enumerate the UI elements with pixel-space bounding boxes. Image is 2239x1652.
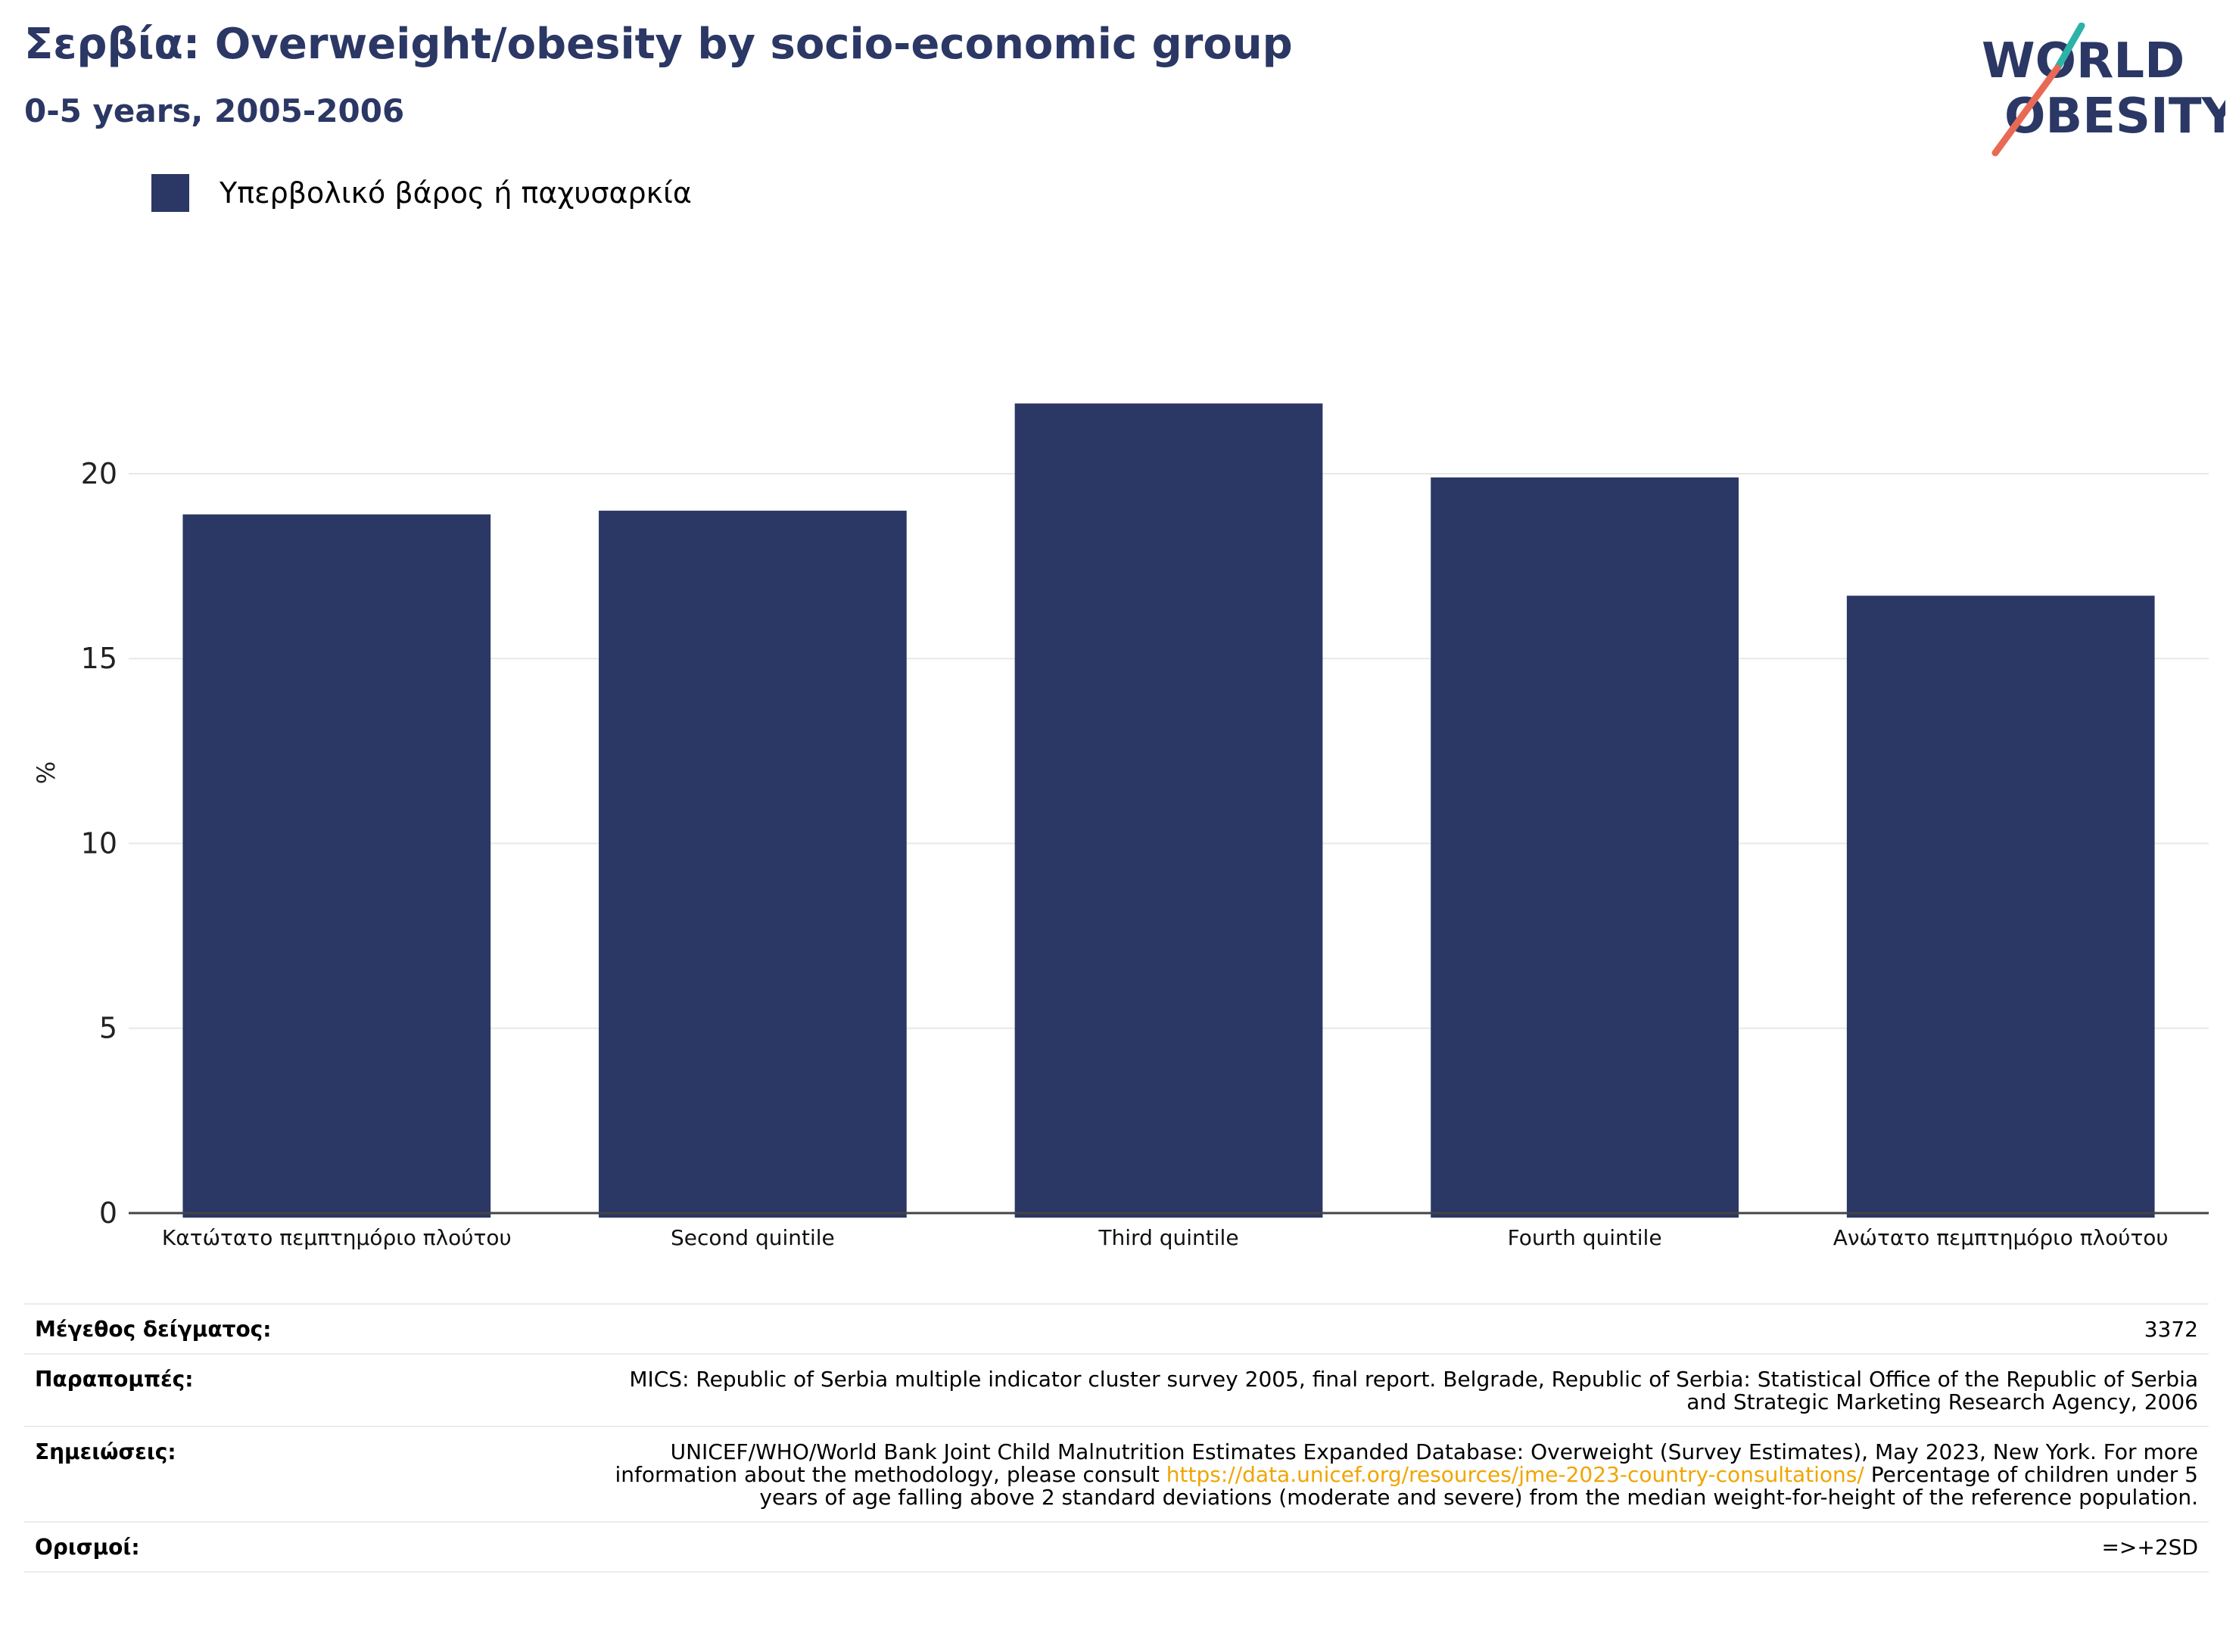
definitions-label: Ορισμοί: <box>35 1535 140 1560</box>
legend-label: Υπερβολικό βάρος ή παχυσαρκία <box>220 176 692 210</box>
legend-swatch <box>151 174 189 212</box>
definitions-value: =>+2SD <box>2101 1535 2198 1560</box>
sample-size-value: 3372 <box>2144 1317 2198 1342</box>
bar <box>182 514 491 1218</box>
methodology-link[interactable]: https://data.unicef.org/resources/jme-20… <box>1166 1462 1864 1487</box>
y-tick-label: 5 <box>99 1012 117 1045</box>
references-label: Παραπομπές: <box>35 1367 194 1392</box>
y-tick-label: 15 <box>81 642 117 675</box>
notes-label: Σημειώσεις: <box>35 1439 176 1464</box>
x-tick-label: Third quintile <box>1098 1225 1238 1250</box>
x-tick-label: Second quintile <box>671 1225 835 1250</box>
notes-text-after: Percentage of children under 5 years of … <box>759 1462 2198 1510</box>
bar <box>599 510 907 1218</box>
info-row-definitions: Ορισμοί: =>+2SD <box>24 1521 2209 1573</box>
y-axis-label: % <box>32 761 61 784</box>
info-row-sample: Μέγεθος δείγματος: 3372 <box>24 1303 2209 1353</box>
x-tick-label: Κατώτατο πεμπτημόριο πλούτου <box>162 1225 512 1250</box>
page-subtitle: 0-5 years, 2005-2006 <box>24 92 405 129</box>
chart-legend: Υπερβολικό βάρος ή παχυσαρκία <box>151 174 692 212</box>
info-row-references: Παραπομπές: MICS: Republic of Serbia mul… <box>24 1353 2209 1426</box>
bar <box>1846 596 2155 1218</box>
bar-chart: 0 5 10 15 20% Κατώτατο πεμπτημόριο πλούτου Sec… <box>32 403 2209 1250</box>
world-obesity-logo: WORLD OBESITY <box>1982 23 2225 157</box>
x-tick-label: Fourth quintile <box>1508 1225 1662 1250</box>
info-table: Μέγεθος δείγματος: 3372 Παραπομπές: MICS… <box>24 1303 2209 1573</box>
notes-text-before: UNICEF/WHO/World Bank Joint Child Malnut… <box>615 1439 2199 1487</box>
bar <box>1431 477 1739 1218</box>
bar <box>1014 403 1323 1218</box>
sample-size-label: Μέγεθος δείγματος: <box>35 1317 272 1342</box>
logo-line1: WORLD <box>1982 33 2185 89</box>
y-tick-label: 20 <box>81 457 117 490</box>
references-value: MICS: Republic of Serbia multiple indica… <box>629 1367 2198 1414</box>
info-row-notes: Σημειώσεις: UNICEF/WHO/World Bank Joint … <box>24 1426 2209 1521</box>
x-tick-label: Ανώτατο πεμπτημόριο πλούτου <box>1833 1225 2169 1250</box>
page-title: Σερβία: Overweight/obesity by socio-econ… <box>24 20 1293 69</box>
y-tick-label: 0 <box>99 1196 117 1230</box>
logo-coral-stroke <box>1991 64 2061 157</box>
logo-teal-stroke <box>2054 23 2085 72</box>
notes-value: UNICEF/WHO/World Bank Joint Child Malnut… <box>586 1439 2199 1510</box>
logo-line2: OBESITY <box>2004 89 2225 145</box>
y-tick-label: 10 <box>81 826 117 860</box>
